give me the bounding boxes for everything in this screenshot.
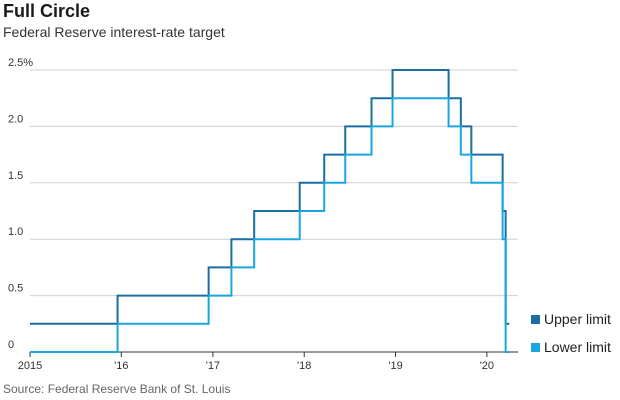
y-tick-label: 1.0 (8, 226, 23, 238)
x-tick-label: 2015 (18, 360, 42, 372)
y-tick-label: 0.5 (8, 283, 23, 295)
chart-subtitle: Federal Reserve interest-rate target (3, 24, 225, 40)
x-tick-label: '16 (114, 360, 128, 372)
x-tick-label: '19 (388, 360, 402, 372)
upper-limit-line (30, 69, 510, 325)
lower-limit-line (30, 97, 510, 353)
y-tick-label: 1.5 (8, 170, 23, 182)
y-tick-label: 2.5% (8, 57, 33, 69)
legend-swatch (531, 315, 540, 324)
legend-label: Lower limit (544, 339, 611, 355)
chart-title: Full Circle (3, 1, 91, 21)
legend-swatch (531, 343, 540, 352)
y-tick-label: 2.0 (8, 113, 23, 125)
y-tick-label: 0 (8, 339, 14, 351)
x-tick-label: '18 (297, 360, 311, 372)
source-note: Source: Federal Reserve Bank of St. Loui… (3, 382, 231, 396)
legend-label: Upper limit (544, 311, 611, 327)
x-tick-label: '20 (480, 360, 494, 372)
x-tick-label: '17 (206, 360, 220, 372)
